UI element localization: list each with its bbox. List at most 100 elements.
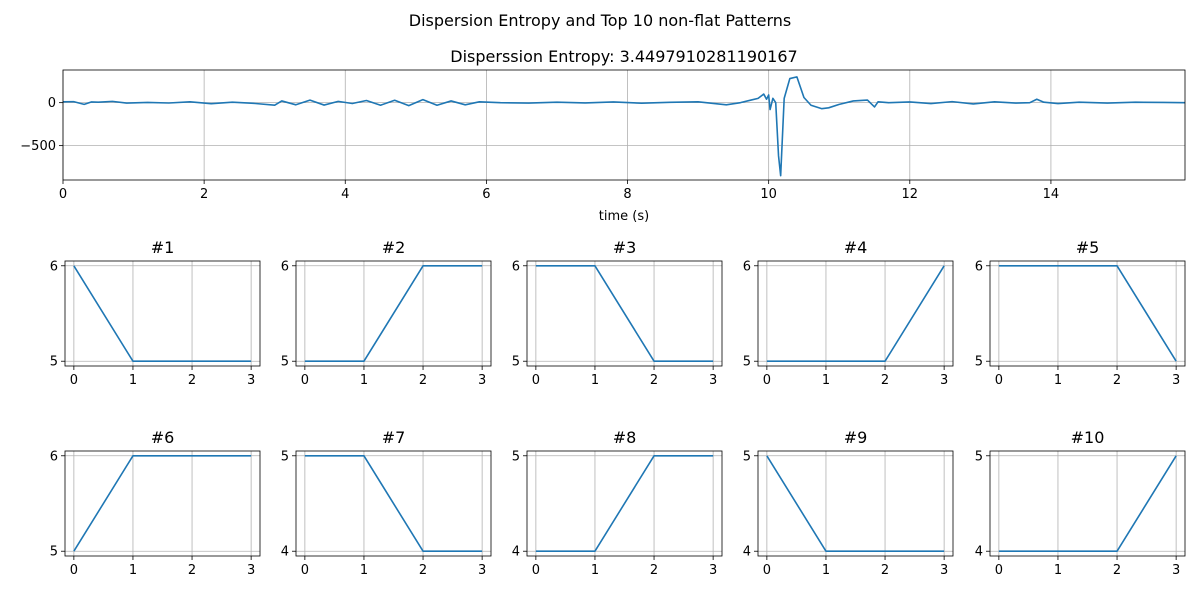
series-line — [535, 454, 714, 553]
x-tick-label: 3 — [478, 563, 486, 578]
y-tick-label: 6 — [975, 259, 983, 274]
x-tick-label: 3 — [709, 563, 717, 578]
axes-frame — [295, 450, 492, 557]
x-tick-label: 1 — [822, 563, 830, 578]
pattern-axes-9: 0 1 2 3 4 5 #9 — [743, 428, 954, 578]
pattern-title: #7 — [382, 428, 406, 447]
x-tick-label: 0 — [532, 373, 540, 388]
series-line — [73, 265, 252, 363]
x-tick-label: 4 — [341, 187, 349, 202]
x-tick-label: 2 — [419, 563, 427, 578]
pattern-axes-3: 0 1 2 3 5 6 #3 — [512, 238, 723, 388]
series-line — [304, 454, 483, 553]
x-tick-label: 0 — [301, 563, 309, 578]
x-tick-label: 0 — [763, 373, 771, 388]
x-tick-label: 2 — [1113, 563, 1121, 578]
y-tick-label: 5 — [743, 355, 751, 370]
pattern-title: #8 — [613, 428, 637, 447]
pattern-title: #6 — [151, 428, 175, 447]
series-line — [304, 264, 483, 363]
y-tick-label: −500 — [20, 139, 56, 154]
pattern-axes-1: 0 1 2 3 5 6 #1 — [50, 238, 261, 388]
x-tick-label: 3 — [478, 373, 486, 388]
y-tick-label: 6 — [281, 259, 289, 274]
axes-frame — [989, 260, 1186, 367]
x-tick-label: 2 — [650, 373, 658, 388]
y-tick-label: 6 — [50, 449, 58, 464]
axes-frame — [62, 69, 1186, 181]
y-tick-label: 6 — [50, 259, 58, 274]
series-line — [535, 264, 714, 363]
x-tick-label: 0 — [995, 373, 1003, 388]
y-tick-label: 5 — [512, 449, 520, 464]
axes-frame — [295, 260, 492, 367]
pattern-axes-7: 0 1 2 3 4 5 #7 — [281, 428, 492, 578]
pattern-title: #4 — [844, 238, 868, 257]
x-tick-label: 0 — [59, 187, 67, 202]
x-tick-label: 14 — [1043, 187, 1060, 202]
x-tick-label: 1 — [360, 563, 368, 578]
x-tick-label: 2 — [881, 373, 889, 388]
x-tick-label: 0 — [995, 563, 1003, 578]
x-tick-label: 0 — [301, 373, 309, 388]
pattern-title: #5 — [1076, 238, 1100, 257]
x-tick-label: 2 — [881, 563, 889, 578]
series-line — [766, 265, 945, 363]
y-tick-label: 6 — [512, 259, 520, 274]
axes-frame — [757, 450, 954, 557]
axes-frame — [526, 450, 723, 557]
x-tick-label: 3 — [247, 563, 255, 578]
x-tick-label: 1 — [360, 373, 368, 388]
x-tick-label: 1 — [129, 373, 137, 388]
pattern-title: #9 — [844, 428, 868, 447]
x-tick-label: 3 — [940, 563, 948, 578]
x-tick-label: 2 — [419, 373, 427, 388]
x-tick-label: 0 — [70, 373, 78, 388]
y-tick-label: 4 — [281, 545, 289, 560]
x-tick-label: 1 — [591, 373, 599, 388]
x-tick-label: 0 — [532, 563, 540, 578]
x-tick-label: 3 — [940, 373, 948, 388]
series-line — [62, 76, 1186, 177]
series-line — [73, 454, 252, 552]
x-tick-label: 8 — [623, 187, 631, 202]
y-tick-label: 5 — [50, 355, 58, 370]
y-tick-label: 5 — [50, 545, 58, 560]
y-tick-label: 4 — [743, 545, 751, 560]
x-tick-label: 3 — [1172, 563, 1180, 578]
y-tick-label: 5 — [975, 449, 983, 464]
axes-frame — [64, 260, 261, 367]
x-tick-label: 1 — [1054, 373, 1062, 388]
pattern-axes-2: 0 1 2 3 5 6 #2 — [281, 238, 492, 388]
pattern-axes-10: 0 1 2 3 4 5 #10 — [975, 428, 1186, 578]
series-line — [998, 264, 1177, 362]
pattern-axes-5: 0 1 2 3 5 6 #5 — [975, 238, 1186, 388]
axes-frame — [64, 450, 261, 557]
x-tick-label: 2 — [650, 563, 658, 578]
x-tick-label: 2 — [200, 187, 208, 202]
x-tick-label: 2 — [188, 563, 196, 578]
x-tick-label: 1 — [129, 563, 137, 578]
x-axis-label: time (s) — [599, 209, 649, 224]
series-line — [998, 455, 1177, 553]
pattern-title: #3 — [613, 238, 637, 257]
y-tick-label: 4 — [975, 545, 983, 560]
x-tick-label: 10 — [760, 187, 777, 202]
x-tick-label: 3 — [709, 373, 717, 388]
x-tick-label: 2 — [1113, 373, 1121, 388]
series-line — [766, 455, 945, 553]
main-signal-axes: 0 2 4 6 8 10 12 14 0 −500 Disperssion Entropy: 3.4… — [20, 47, 1186, 224]
y-tick-label: 5 — [512, 355, 520, 370]
axes-frame — [989, 450, 1186, 557]
x-tick-label: 0 — [763, 563, 771, 578]
axes-frame — [757, 260, 954, 367]
pattern-title: #10 — [1071, 428, 1105, 447]
y-tick-label: 4 — [512, 545, 520, 560]
pattern-axes-4: 0 1 2 3 5 6 #4 — [743, 238, 954, 388]
pattern-title: #2 — [382, 238, 406, 257]
x-tick-label: 0 — [70, 563, 78, 578]
x-tick-label: 3 — [1172, 373, 1180, 388]
x-tick-label: 1 — [591, 563, 599, 578]
